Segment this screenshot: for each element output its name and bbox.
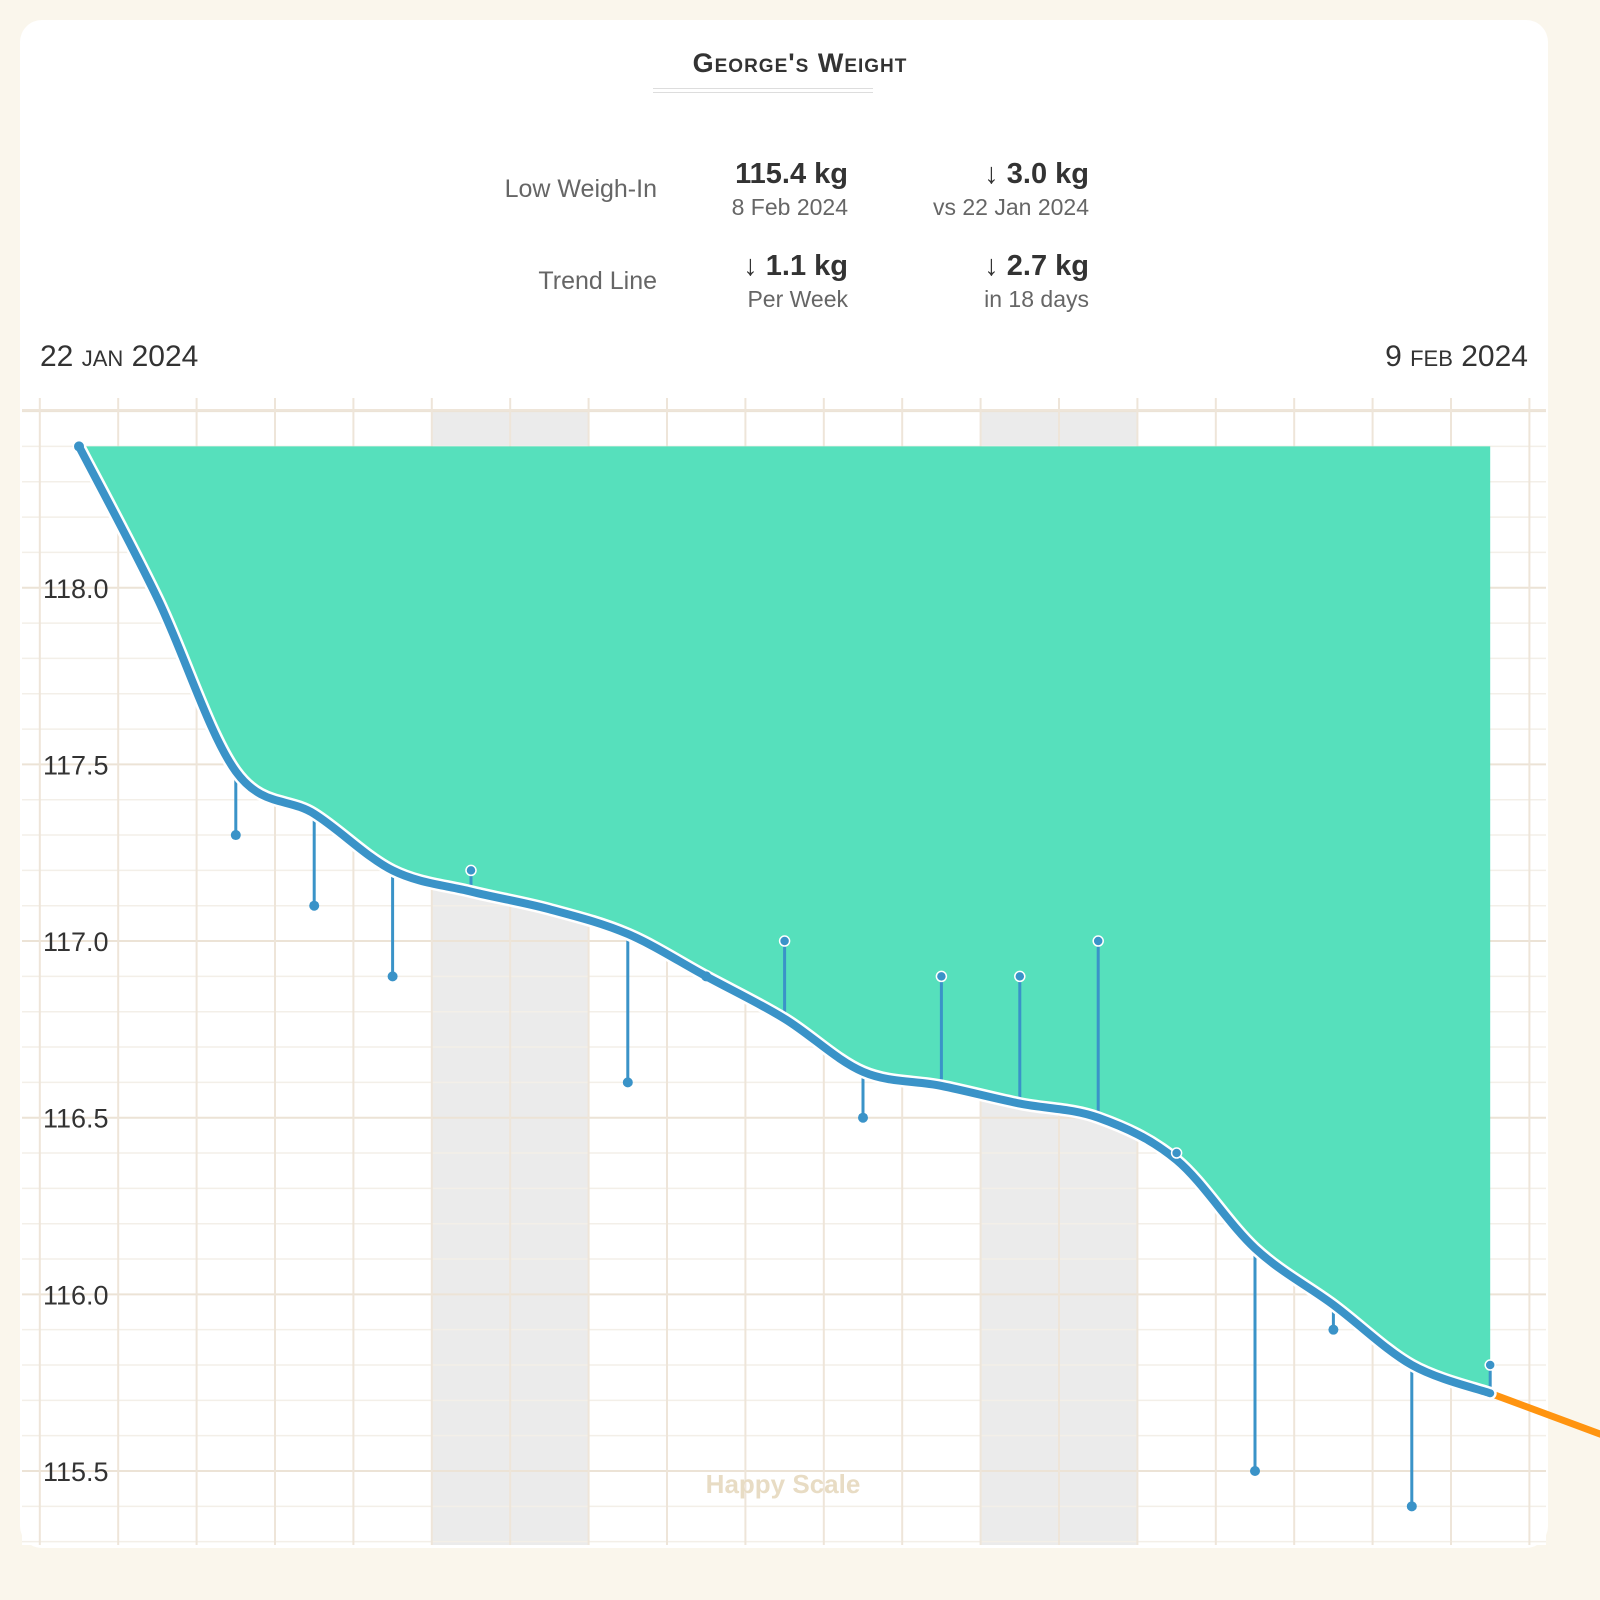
weigh-in-point bbox=[309, 900, 320, 911]
weigh-in-point bbox=[1250, 1466, 1260, 1476]
y-tick-label: 115.5 bbox=[43, 1457, 109, 1487]
trend-line bbox=[75, 442, 1495, 1398]
y-tick-label: 116.5 bbox=[43, 1104, 109, 1134]
y-tick-label: 118.0 bbox=[43, 574, 109, 604]
total-change-ref: vs 22 Jan 2024 bbox=[932, 194, 1089, 220]
weigh-in-point bbox=[74, 441, 84, 452]
weigh-in-point bbox=[387, 971, 398, 982]
watermark: Happy Scale bbox=[706, 1469, 861, 1499]
chart-title: George's Weight bbox=[692, 48, 908, 78]
weigh-in-point bbox=[858, 1112, 868, 1123]
trend-rate-unit: Per Week bbox=[747, 286, 848, 312]
low-weigh-in-value: 115.4 kg bbox=[735, 158, 848, 190]
low-weigh-in-date: 8 Feb 2024 bbox=[731, 194, 848, 220]
trend-total-value: ↓ 2.7 kg bbox=[984, 250, 1089, 282]
y-tick-label: 117.0 bbox=[43, 927, 109, 957]
projection-line bbox=[1488, 1389, 1600, 1438]
trend-rate-value: ↓ 1.1 kg bbox=[743, 250, 848, 282]
weigh-in-point bbox=[1406, 1501, 1417, 1512]
title-underline bbox=[653, 88, 873, 93]
weigh-in-point bbox=[778, 935, 791, 947]
weigh-in-point bbox=[1328, 1324, 1339, 1335]
trend-line-label: Trend Line bbox=[538, 267, 657, 295]
total-change-value: ↓ 3.0 kg bbox=[984, 158, 1089, 190]
weigh-in-point bbox=[935, 970, 948, 983]
weigh-in-point bbox=[1014, 970, 1026, 983]
trend-area-fill bbox=[79, 446, 1491, 1394]
y-tick-label: 116.0 bbox=[43, 1280, 109, 1310]
end-date: 9 Feb 2024 bbox=[1385, 340, 1528, 373]
weigh-in-point bbox=[701, 971, 712, 982]
trend-total-period: in 18 days bbox=[984, 286, 1089, 312]
weigh-in-point bbox=[230, 830, 241, 841]
low-weigh-in-label: Low Weigh-In bbox=[504, 175, 657, 203]
weigh-in-point bbox=[622, 1077, 633, 1088]
weigh-in-point bbox=[1170, 1147, 1183, 1159]
start-date: 22 Jan 2024 bbox=[40, 340, 199, 373]
weigh-in-point bbox=[465, 864, 477, 877]
weigh-in-point bbox=[1484, 1359, 1496, 1371]
weigh-in-point bbox=[1092, 935, 1104, 947]
y-tick-label: 117.5 bbox=[43, 750, 109, 780]
